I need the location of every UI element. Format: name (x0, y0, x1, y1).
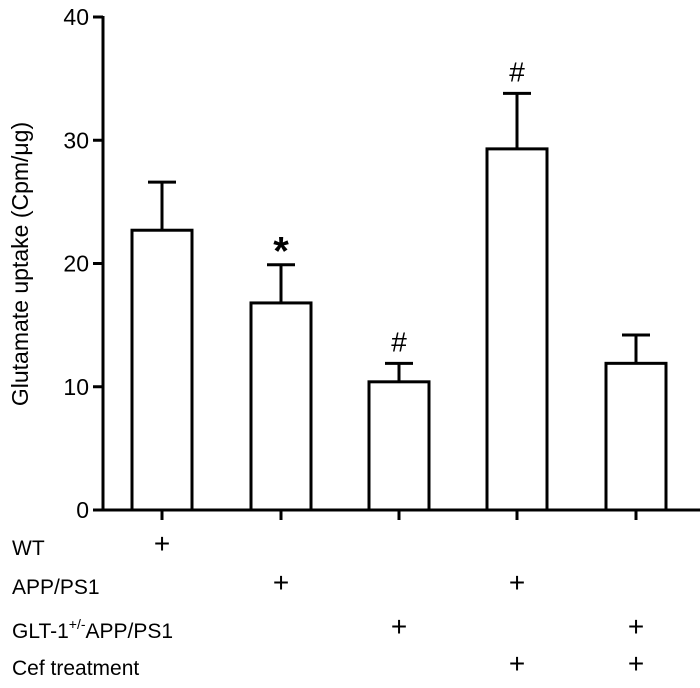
condition-plus-mark: + (391, 611, 407, 642)
condition-plus-mark: + (273, 567, 289, 598)
condition-label: APP/PS1 (12, 576, 100, 599)
condition-label: GLT-1+/-APP/PS1 (12, 616, 173, 643)
y-tick-label: 20 (63, 251, 89, 277)
bar (130, 228, 194, 512)
y-tick-label: 30 (63, 127, 89, 153)
condition-plus-mark: + (509, 567, 525, 598)
y-tick-label: 10 (63, 374, 89, 400)
bar (367, 380, 431, 512)
significance-hash: # (391, 326, 407, 357)
condition-plus-mark: + (628, 611, 644, 642)
bar (604, 361, 668, 512)
y-tick-label: 0 (76, 497, 89, 523)
bar (249, 301, 313, 512)
condition-label: WT (12, 537, 45, 560)
significance-hash: # (509, 56, 525, 87)
significance-asterisk: * (273, 230, 289, 274)
bar (485, 147, 549, 512)
condition-plus-mark: + (628, 648, 644, 679)
condition-label: Cef treatment (12, 657, 139, 680)
condition-plus-mark: + (154, 528, 170, 559)
y-tick-label: 40 (63, 4, 89, 30)
y-axis-label: Glutamate uptake (Cpm/μg) (7, 122, 33, 406)
condition-plus-mark: + (509, 648, 525, 679)
